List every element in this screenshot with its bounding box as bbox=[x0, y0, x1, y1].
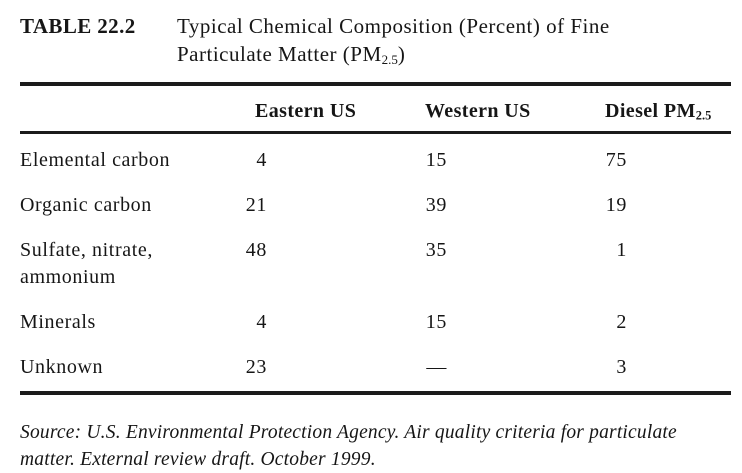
value-cell-diesel: 75 bbox=[605, 149, 627, 171]
table-body: Elemental carbon 4 15 75 Organic carbon … bbox=[20, 134, 731, 386]
value-cell-western: 35 bbox=[425, 239, 447, 261]
table-caption: TABLE 22.2 Typical Chemical Composition … bbox=[20, 12, 731, 68]
table-row: Minerals 4 15 2 bbox=[20, 296, 731, 341]
table-top-rule bbox=[20, 82, 731, 86]
table-bottom-rule bbox=[20, 391, 731, 395]
value-cell-eastern: 48 bbox=[245, 239, 267, 261]
table-title-line1: Typical Chemical Composition (Percent) o… bbox=[177, 14, 610, 38]
table-row: Elemental carbon 4 15 75 bbox=[20, 134, 731, 179]
value-cell-diesel: 19 bbox=[605, 194, 627, 216]
pm25-subscript: 2.5 bbox=[695, 108, 712, 123]
table-row: Sulfate, nitrate, ammonium 48 35 1 bbox=[20, 224, 731, 296]
row-label-organic-carbon: Organic carbon bbox=[20, 194, 152, 216]
pm25-subscript: 2.5 bbox=[381, 51, 398, 67]
value-cell-western: 39 bbox=[425, 194, 447, 216]
value-cell-diesel: 2 bbox=[616, 311, 627, 333]
value-cell-eastern: 21 bbox=[245, 194, 267, 216]
value-cell-eastern: 4 bbox=[256, 149, 267, 171]
source-note: Source: U.S. Environmental Protection Ag… bbox=[20, 422, 677, 470]
table-number-label: TABLE 22.2 bbox=[20, 14, 136, 38]
table-title: Typical Chemical Composition (Percent) o… bbox=[177, 12, 610, 68]
value-cell-eastern: 4 bbox=[256, 311, 267, 333]
column-header-diesel-pm25: Diesel PM2.5 bbox=[605, 100, 712, 123]
value-cell-western: — bbox=[426, 356, 447, 378]
value-cell-diesel: 1 bbox=[616, 239, 627, 261]
column-header-western-us: Western US bbox=[425, 100, 531, 122]
table-title-line2: Particulate Matter (PM2.5) bbox=[177, 42, 406, 67]
row-label-sulfate-nitrate-ammonium: Sulfate, nitrate, ammonium bbox=[20, 239, 153, 288]
value-cell-western: 15 bbox=[425, 149, 447, 171]
table-header-rule bbox=[20, 131, 731, 134]
row-label-elemental-carbon: Elemental carbon bbox=[20, 149, 171, 171]
value-cell-diesel: 3 bbox=[616, 356, 627, 378]
value-cell-western: 15 bbox=[425, 311, 447, 333]
row-label-minerals: Minerals bbox=[20, 311, 96, 333]
table-header-row: Eastern US Western US Diesel PM2.5 bbox=[20, 86, 731, 131]
row-label-unknown: Unknown bbox=[20, 356, 104, 378]
table-row: Unknown 23 — 3 bbox=[20, 341, 731, 386]
table-row: Organic carbon 21 39 19 bbox=[20, 179, 731, 224]
value-cell-eastern: 23 bbox=[245, 356, 267, 378]
column-header-eastern-us: Eastern US bbox=[255, 100, 357, 122]
